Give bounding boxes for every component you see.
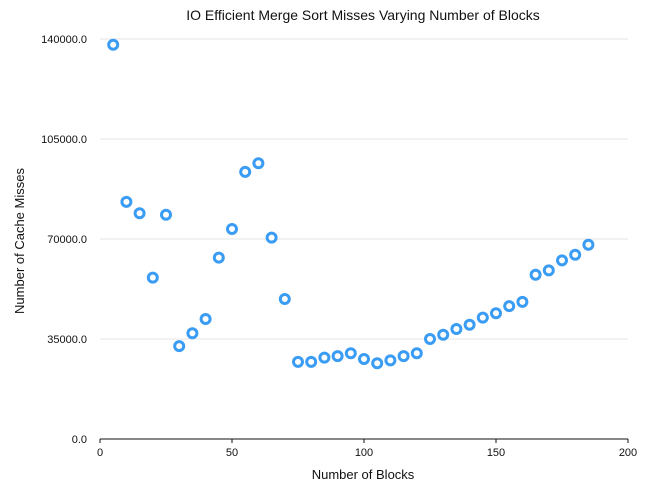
x-tick-labels: 0 50 100 150 200 (97, 447, 637, 459)
x-axis-label: Number of Blocks (312, 467, 415, 482)
y-tick-labels: 0.0 35000.0 70000.0 105000.0 140000.0 (41, 34, 87, 446)
data-point (107, 38, 120, 51)
data-point (371, 357, 384, 370)
y-tick-label: 140000.0 (41, 34, 87, 46)
data-point (529, 268, 542, 281)
data-point (384, 354, 397, 367)
data-point (463, 318, 476, 331)
data-point (569, 248, 582, 261)
y-tick-label: 0.0 (72, 434, 87, 446)
data-point (344, 347, 357, 360)
x-tick-label: 100 (355, 447, 373, 459)
data-point (490, 307, 502, 320)
data-point (265, 231, 278, 244)
data-point (133, 207, 146, 220)
data-point (318, 351, 331, 364)
data-point (278, 293, 291, 305)
data-point (437, 328, 450, 341)
gridlines (100, 38, 628, 340)
data-point (239, 165, 252, 178)
data-point (556, 254, 568, 267)
data-point (397, 350, 410, 363)
x-tick-label: 150 (487, 447, 505, 459)
data-point (305, 355, 318, 368)
data-point (331, 350, 344, 363)
y-tick-label: 105000.0 (41, 134, 87, 146)
data-point (120, 195, 133, 208)
data-point (424, 333, 436, 345)
data-point (582, 238, 595, 251)
data-point (503, 300, 516, 313)
data-point (410, 347, 423, 360)
x-tick-label: 0 (97, 447, 103, 459)
data-point (212, 251, 225, 264)
y-tick-label: 35000.0 (47, 334, 87, 346)
data-point (226, 223, 238, 235)
data-point (450, 323, 463, 335)
axes (99, 438, 629, 443)
y-axis-label: Number of Cache Misses (12, 168, 27, 314)
y-tick-label: 70000.0 (47, 234, 87, 246)
data-point (542, 264, 555, 277)
data-point (252, 157, 265, 170)
x-tick-label: 200 (619, 447, 637, 459)
data-point (199, 313, 212, 325)
data-point (476, 311, 489, 324)
chart-title: IO Efficient Merge Sort Misses Varying N… (186, 7, 540, 23)
x-tick-label: 50 (226, 447, 238, 459)
data-point (516, 295, 529, 308)
data-point (146, 271, 159, 284)
data-point (186, 327, 199, 340)
data-point (173, 340, 186, 353)
data-point (358, 353, 370, 365)
data-points (107, 38, 595, 370)
data-point (292, 355, 304, 368)
data-point (160, 208, 172, 221)
